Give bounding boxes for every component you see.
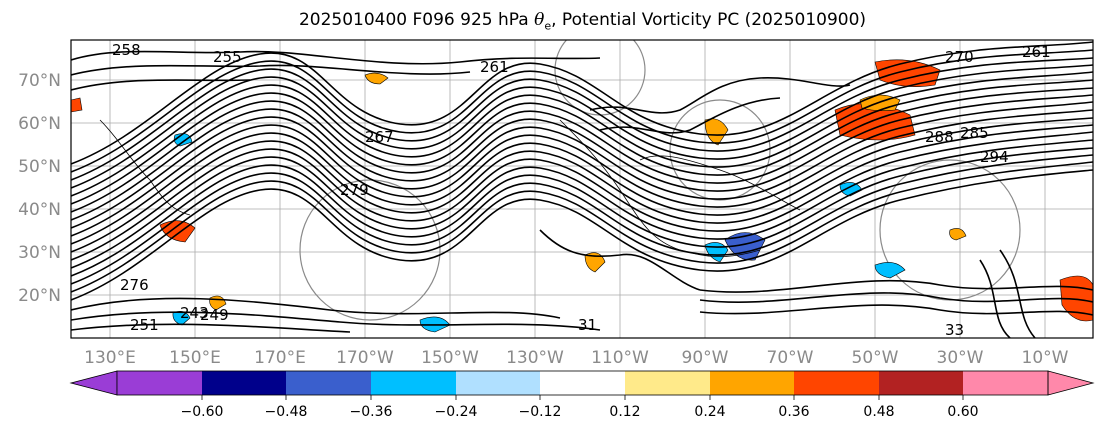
lat-label: 20°N <box>18 286 61 306</box>
colorbar-outline <box>116 370 1049 396</box>
colorbar-segment <box>625 371 710 395</box>
contour-label: 267 <box>365 128 394 146</box>
lat-label: 50°N <box>18 157 61 177</box>
contour-label: 288 <box>925 128 954 146</box>
colorbar-segment <box>371 371 456 395</box>
map-panel <box>71 40 1093 338</box>
theta-e-contours <box>71 41 1093 338</box>
colorbar-segment <box>879 371 963 395</box>
title-theta: θ <box>534 10 545 30</box>
colorbar-segment <box>456 371 540 395</box>
lon-label: 130°W <box>506 348 564 368</box>
contour-label: 243 <box>180 304 209 322</box>
colorbar-segment <box>794 371 879 395</box>
lon-label: 110°W <box>591 348 649 368</box>
contour-labels: 258 255 261 270 261 267 288 285 294 279 … <box>112 41 1051 339</box>
lon-label: 170°W <box>336 348 394 368</box>
colorbar-segment <box>202 371 286 395</box>
title-text: 2025010400 F096 925 hPa <box>298 10 535 30</box>
lat-label: 40°N <box>18 200 61 220</box>
contour-label: 261 <box>480 58 509 76</box>
contour-label: 294 <box>980 148 1009 166</box>
colorbar-segment <box>117 371 202 395</box>
contour-label: 33 <box>945 321 964 339</box>
colorbar-segment <box>963 371 1048 395</box>
contour-label: 249 <box>200 306 229 324</box>
longitude-labels: 130°E 150°E 170°E 170°W 150°W 130°W 110°… <box>84 348 1069 368</box>
lat-label: 30°N <box>18 243 61 263</box>
lon-label: 70°W <box>767 348 814 368</box>
colorbar-segment <box>540 371 625 395</box>
contour-label: 285 <box>960 124 989 142</box>
colorbar-tick-label: −0.48 <box>265 404 308 420</box>
contour-label: 276 <box>120 276 149 294</box>
coastlines <box>99 119 801 258</box>
colorbar: −0.60 −0.48 −0.36 −0.24 −0.12 0.12 0.24 … <box>69 370 1095 420</box>
colorbar-tick-label: −0.12 <box>519 404 562 420</box>
lon-label: 130°E <box>84 348 136 368</box>
lon-label: 150°W <box>421 348 479 368</box>
contour-label: 279 <box>340 181 369 199</box>
colorbar-tick-label: 0.12 <box>609 404 640 420</box>
lon-label: 50°W <box>852 348 899 368</box>
contour-label: 255 <box>213 48 242 66</box>
contour-label: 258 <box>112 41 141 59</box>
lon-label: 10°W <box>1022 348 1069 368</box>
lat-label: 70°N <box>18 71 61 91</box>
colorbar-tick-label: 0.48 <box>863 404 894 420</box>
colorbar-extend-max <box>1047 370 1095 396</box>
contour-label: 261 <box>1022 43 1051 61</box>
lon-label: 90°W <box>682 348 729 368</box>
colorbar-tick-label: 0.36 <box>778 404 809 420</box>
map-frame <box>70 39 1094 339</box>
contour-label: 251 <box>130 316 159 334</box>
colorbar-segment <box>286 371 371 395</box>
colorbar-tick-label: 0.60 <box>947 404 978 420</box>
lon-label: 30°W <box>937 348 984 368</box>
title-rest: , Potential Vorticity PC (2025010900) <box>551 10 867 30</box>
map-content: 258 255 261 270 261 267 288 285 294 279 … <box>71 40 1093 339</box>
colorbar-tick-label: −0.24 <box>435 404 478 420</box>
contour-label: 270 <box>945 48 974 66</box>
title-subscript: e <box>544 19 552 33</box>
contour-label: 31 <box>578 316 597 334</box>
colorbar-extend-min <box>69 370 118 396</box>
colorbar-tick-label: −0.60 <box>181 404 224 420</box>
lon-label: 150°E <box>169 348 221 368</box>
map-title: 2025010400 F096 925 hPa θe, Potential Vo… <box>0 10 1105 32</box>
colorbar-segment <box>710 371 794 395</box>
latitude-labels: 70°N 60°N 50°N 40°N 30°N 20°N <box>18 71 61 306</box>
lat-label: 60°N <box>18 114 61 134</box>
colorbar-tick-label: −0.36 <box>350 404 393 420</box>
lon-label: 170°E <box>254 348 306 368</box>
colorbar-tick-label: 0.24 <box>694 404 725 420</box>
